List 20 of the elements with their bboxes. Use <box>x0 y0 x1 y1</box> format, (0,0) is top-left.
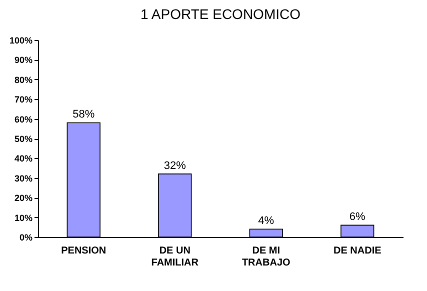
x-tick-label: DE MI TRABAJO <box>242 246 291 268</box>
y-tick-label: 20% <box>14 193 32 204</box>
chart-title: 1 APORTE ECONOMICO <box>140 6 301 22</box>
y-tick-label: 30% <box>14 173 32 184</box>
y-tick-label: 60% <box>14 114 32 124</box>
y-tick-label: 10% <box>14 212 32 223</box>
x-tick-label: PENSION <box>61 246 106 256</box>
y-tick-label: 90% <box>14 55 32 66</box>
y-tick-label: 0% <box>19 232 32 242</box>
data-label: 4% <box>258 215 274 228</box>
x-tick-label: DE UN FAMILIAR <box>151 246 200 268</box>
y-tick-label: 50% <box>14 134 32 144</box>
data-label: 6% <box>349 211 366 224</box>
x-tick-label: DE NADIE <box>333 246 382 256</box>
y-tick-label: 70% <box>14 94 32 105</box>
data-label: 32% <box>164 160 186 172</box>
y-tick-label: 80% <box>14 74 32 85</box>
data-label: 58% <box>72 108 95 121</box>
y-tick-label: 40% <box>14 154 32 164</box>
y-tick-label: 100% <box>9 36 32 46</box>
